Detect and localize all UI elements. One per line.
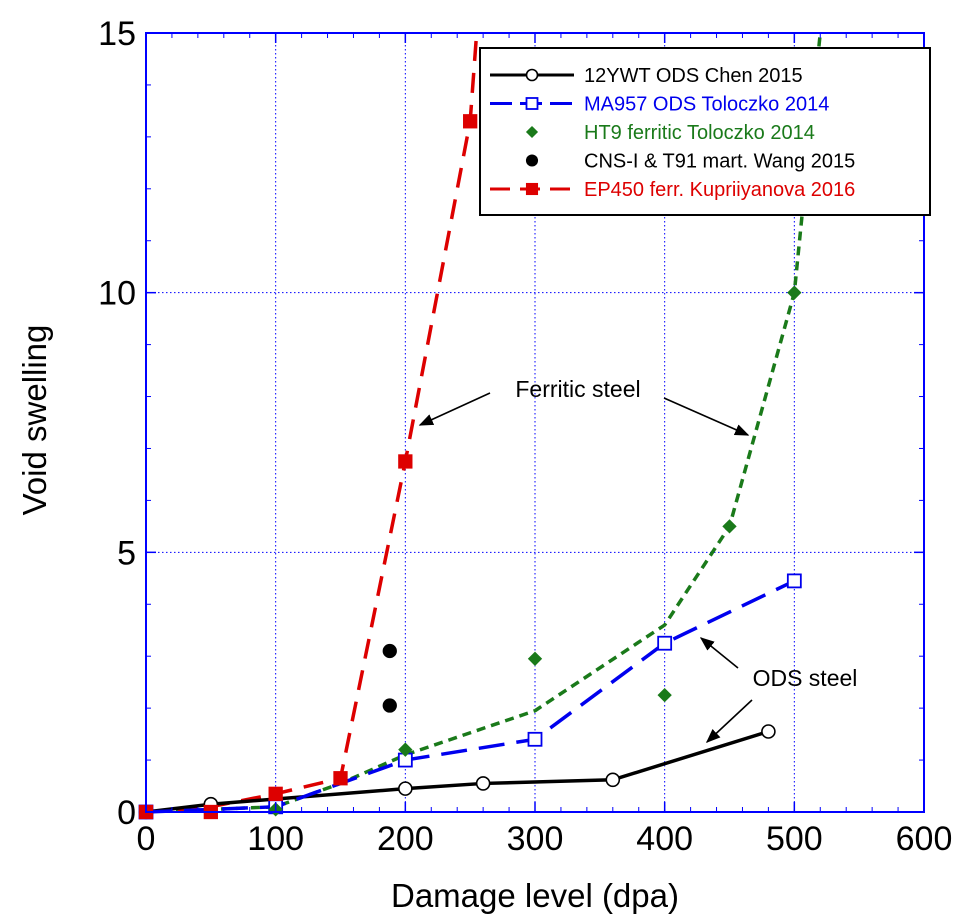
point-ep450-ferr-kupriiyanova-2016 xyxy=(463,114,478,129)
legend-label-ep450-ferr-kupriiyanova-2016: EP450 ferr. Kupriiyanova 2016 xyxy=(584,179,855,201)
point-12ywt-ods-chen-2015 xyxy=(475,776,491,791)
axis-ticks: 0 100 200 300 400 500 600 0 5 10 15 xyxy=(98,15,952,858)
point-ht9-ferritic-toloczko-2014 xyxy=(657,688,672,703)
legend-marker-ma957-ods-toloczko-2014 xyxy=(525,97,539,110)
legend-label-ht9-ferritic-toloczko-2014: HT9 ferritic Toloczko 2014 xyxy=(584,122,815,144)
arrow-ods-to-12ywt xyxy=(705,699,753,743)
y-axis-title: Void swelling xyxy=(16,325,53,516)
point-ma957-ods-toloczko-2014 xyxy=(657,635,673,651)
point-12ywt-ods-chen-2015 xyxy=(605,772,621,788)
point-cns-i-t91-mart-wang-2015 xyxy=(382,643,397,659)
annotation-ods-steel: ODS steel xyxy=(753,665,858,691)
legend-label-cns-i-t91-mart-wang-2015: CNS-I & T91 mart. Wang 2015 xyxy=(584,151,855,173)
x-tick-label: 0 xyxy=(137,820,156,858)
point-ma957-ods-toloczko-2014 xyxy=(786,573,802,589)
x-tick-label: 400 xyxy=(636,820,693,858)
y-tick-label: 10 xyxy=(98,275,136,313)
legend-marker-ht9-ferritic-toloczko-2014 xyxy=(525,125,539,139)
point-12ywt-ods-chen-2015 xyxy=(398,781,413,796)
legend-marker-cns-i-t91-mart-wang-2015 xyxy=(525,154,539,167)
point-ep450-ferr-kupriiyanova-2016 xyxy=(333,771,348,786)
arrow-ferritic-to-ep450 xyxy=(418,392,491,426)
point-cns-i-t91-mart-wang-2015 xyxy=(382,698,397,713)
x-axis-title: Damage level (dpa) xyxy=(391,877,679,914)
x-tick-label: 300 xyxy=(507,820,564,858)
x-tick-label: 200 xyxy=(377,820,434,858)
point-ht9-ferritic-toloczko-2014 xyxy=(787,285,802,300)
x-tick-label: 500 xyxy=(766,820,823,858)
y-tick-label: 5 xyxy=(117,534,136,572)
x-tick-label: 100 xyxy=(247,820,304,858)
annotation-ferritic-steel: Ferritic steel xyxy=(515,376,640,402)
point-ht9-ferritic-toloczko-2014 xyxy=(398,742,413,757)
x-tick-label: 600 xyxy=(896,820,953,858)
annotations: Ferritic steel ODS steel xyxy=(418,376,858,743)
y-tick-label: 0 xyxy=(117,794,136,832)
point-ep450-ferr-kupriiyanova-2016 xyxy=(398,454,413,469)
legend-label-ma957-ods-toloczko-2014: MA957 ODS Toloczko 2014 xyxy=(584,94,829,116)
point-12ywt-ods-chen-2015 xyxy=(761,724,776,739)
legend-marker-12ywt-ods-chen-2015 xyxy=(525,68,539,82)
series-line-ma957-ods-toloczko-2014 xyxy=(145,579,796,814)
grid xyxy=(146,33,924,812)
point-ht9-ferritic-toloczko-2014 xyxy=(527,651,543,666)
legend: 12YWT ODS Chen 2015 MA957 ODS Toloczko 20… xyxy=(479,47,931,216)
arrow-ods-to-ma957 xyxy=(699,637,739,669)
arrow-ferritic-to-ht9 xyxy=(663,397,750,436)
point-ht9-ferritic-toloczko-2014 xyxy=(722,519,737,534)
point-ep450-ferr-kupriiyanova-2016 xyxy=(268,786,283,801)
y-tick-label: 15 xyxy=(98,15,136,53)
series-line-12ywt-ods-chen-2015 xyxy=(145,729,769,814)
series-lines xyxy=(145,579,796,814)
legend-marker-ep450-ferr-kupriiyanova-2016 xyxy=(525,182,539,196)
point-ma957-ods-toloczko-2014 xyxy=(527,731,543,747)
legend-label-12ywt-ods-chen-2015: 12YWT ODS Chen 2015 xyxy=(584,65,803,87)
